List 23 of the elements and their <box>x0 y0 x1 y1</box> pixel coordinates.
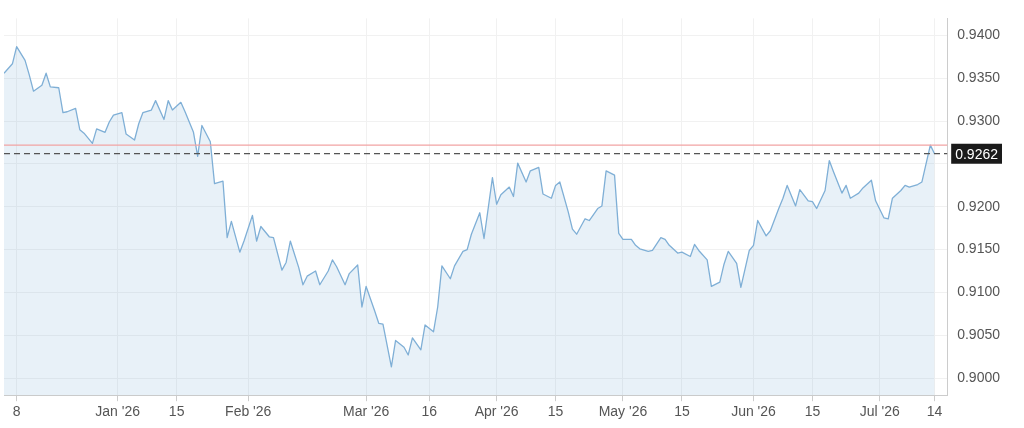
x-tick-label: 16 <box>421 403 438 420</box>
x-tick-label: 15 <box>674 403 690 420</box>
x-tick-label: May '26 <box>598 403 648 420</box>
x-tick-label: 15 <box>804 403 821 420</box>
x-tick-label: 8 <box>12 403 21 420</box>
x-tick-label: Jan '26 <box>95 403 141 420</box>
x-tick-label: Apr '26 <box>474 403 519 420</box>
x-tick-label: Jun '26 <box>731 403 777 420</box>
y-tick-label: 0.9000 <box>957 368 1001 385</box>
ref-line-label: 0.9262 <box>955 145 999 162</box>
x-tick-label: 15 <box>547 403 564 420</box>
x-tick-label: 14 <box>926 403 943 420</box>
y-tick-label: 0.9100 <box>957 283 1001 300</box>
y-tick-label: 0.9200 <box>957 197 1001 214</box>
x-tick-label: Feb '26 <box>225 403 272 420</box>
y-tick-label: 0.9050 <box>957 326 1001 343</box>
y-tick-label: 0.9350 <box>957 69 1001 86</box>
x-tick-label: Jul '26 <box>859 403 901 420</box>
y-tick-label: 0.9300 <box>957 112 1001 129</box>
y-tick-label: 0.9400 <box>957 26 1001 43</box>
x-tick-label: Mar '26 <box>342 403 390 420</box>
x-tick-label: 15 <box>168 403 185 420</box>
y-tick-label: 0.9150 <box>957 240 1001 257</box>
